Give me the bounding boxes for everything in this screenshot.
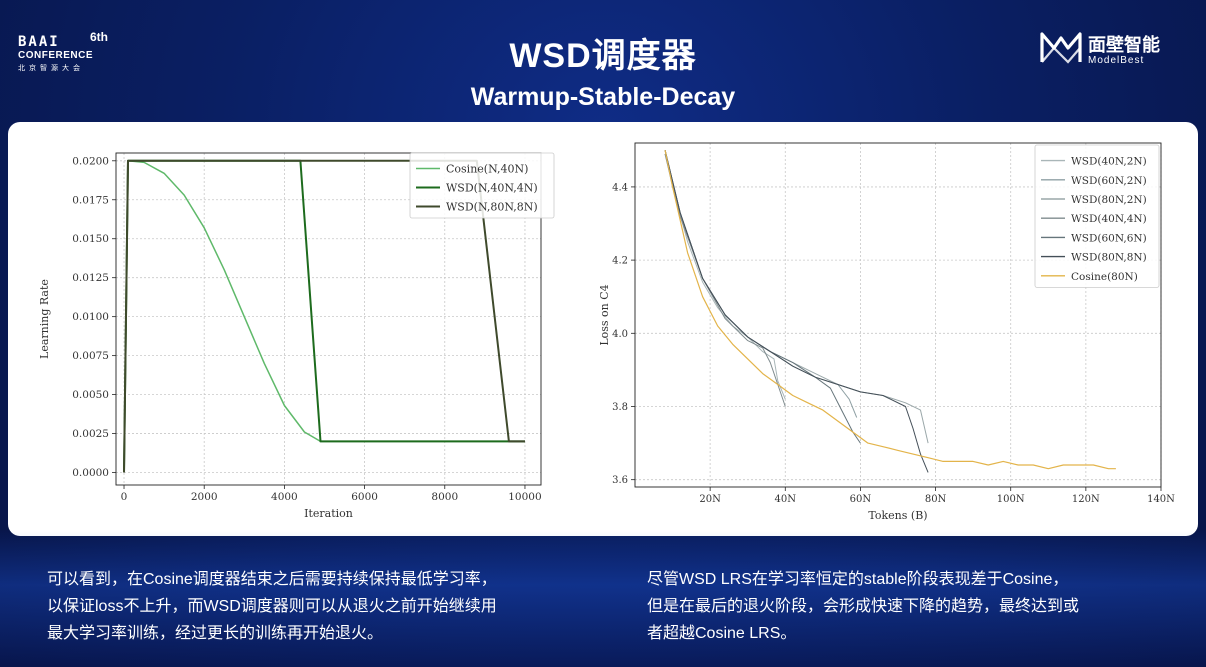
charts-panel: 0 2000 4000 6000 8000 10000 0.0000 0.0025 0.0050… — [8, 122, 1198, 536]
x-tick-label: 4000 — [271, 491, 298, 503]
caption-right-line: 者超越Cosine LRS。 — [647, 625, 797, 642]
y-axis-label: Learning Rate — [38, 279, 51, 359]
x-tick-label: 2000 — [191, 491, 218, 503]
caption-left-line: 可以看到，在Cosine调度器结束之后需要持续保持最低学习率， — [47, 571, 497, 588]
modelbest-logo: 面壁智能 ModelBest — [1040, 27, 1180, 71]
legend-label: WSD(N,80N,8N) — [446, 201, 538, 214]
logo-right-cn: 面壁智能 — [1088, 35, 1160, 55]
x-tick-label: 10000 — [508, 491, 541, 503]
series-line — [123, 160, 525, 473]
y-tick-label: 0.0125 — [72, 272, 109, 284]
series-line — [664, 153, 786, 407]
series-line — [664, 153, 786, 400]
y-axis-label: Loss on C4 — [600, 284, 611, 345]
legend-label: Cosine(80N) — [1071, 271, 1138, 283]
y-tick-label: 4.4 — [612, 182, 628, 193]
legend-label: WSD(40N,4N) — [1071, 213, 1147, 225]
caption-left-line: 最大学习率训练，经过更长的训练再开始退火。 — [47, 625, 384, 642]
legend-label: WSD(60N,2N) — [1071, 175, 1147, 187]
y-tick-label: 0.0000 — [72, 467, 109, 479]
legend-box — [1034, 144, 1160, 288]
caption-right: 尽管WSD LRS在学习率恒定的stable阶段表现差于Cosine， 但是在最… — [647, 566, 1152, 647]
x-axis-label: Tokens (B) — [868, 509, 927, 522]
learning-rate-chart: 0 2000 4000 6000 8000 10000 0.0000 0.0025 0.0050… — [38, 152, 555, 520]
legend-label: WSD(80N,8N) — [1071, 252, 1147, 264]
caption-left: 可以看到，在Cosine调度器结束之后需要持续保持最低学习率， 以保证loss不… — [47, 566, 567, 647]
baai-conference-logo: BAAI 6th CONFERENCE 北京智源大会 — [18, 30, 128, 74]
y-tick-label: 0.0150 — [72, 233, 109, 245]
page-subtitle: Warmup-Stable-Decay — [470, 83, 736, 111]
loss-chart: 20N 40N 60N 80N 100N 120N 140N 3.6 3.8 4.0 4.2 4.4 T… — [600, 142, 1175, 522]
x-tick-label: 6000 — [351, 491, 378, 503]
x-tick-label: 20N — [699, 494, 721, 505]
y-tick-label: 0.0175 — [72, 194, 109, 206]
y-tick-label: 0.0025 — [72, 428, 109, 440]
page-title: WSD调度器 — [509, 37, 697, 75]
logo-left-line1: BAAI — [18, 34, 60, 50]
series-line — [664, 153, 858, 418]
series-line — [664, 150, 1116, 470]
legend-label: WSD(40N,2N) — [1071, 156, 1147, 168]
caption-right-line: 但是在最后的退火阶段，会形成快速下降的趋势，最终达到或 — [647, 598, 1080, 615]
x-tick-label: 0 — [121, 491, 128, 503]
y-tick-label: 0.0200 — [72, 155, 109, 167]
x-tick-label: 60N — [850, 494, 872, 505]
series-line — [664, 150, 929, 473]
y-tick-label: 3.6 — [612, 475, 628, 486]
legend-label: Cosine(N,40N) — [446, 163, 528, 176]
logo-left-line2: CONFERENCE — [18, 50, 94, 61]
x-tick-label: 100N — [997, 494, 1025, 505]
x-tick-label: 40N — [775, 494, 797, 505]
x-tick-label: 120N — [1072, 494, 1100, 505]
series-line — [664, 150, 861, 444]
y-tick-label: 0.0075 — [72, 350, 109, 362]
x-axis-label: Iteration — [304, 507, 353, 520]
series-line — [664, 150, 929, 444]
y-tick-label: 4.2 — [612, 256, 628, 267]
x-tick-label: 140N — [1147, 494, 1175, 505]
plot-frame — [115, 152, 542, 486]
logo-left-line3: 北京智源大会 — [18, 65, 84, 72]
legend-label: WSD(60N,6N) — [1071, 232, 1147, 244]
x-tick-label: 80N — [925, 494, 947, 505]
logo-left-edition: 6th — [90, 30, 108, 44]
y-tick-label: 0.0100 — [72, 311, 109, 323]
caption-right-line: 尽管WSD LRS在学习率恒定的stable阶段表现差于Cosine， — [647, 571, 1069, 588]
y-tick-label: 3.8 — [612, 402, 628, 413]
legend-label: WSD(80N,2N) — [1071, 194, 1147, 206]
x-tick-label: 8000 — [431, 491, 458, 503]
logo-right-en: ModelBest — [1088, 55, 1145, 66]
caption-left-line: 以保证loss不上升，而WSD调度器则可以从退火之前开始继续用 — [47, 598, 497, 615]
y-tick-label: 0.0050 — [72, 389, 109, 401]
y-tick-label: 4.0 — [612, 329, 628, 340]
legend-box — [409, 152, 555, 219]
modelbest-mark-icon — [1040, 32, 1082, 64]
plot-frame — [634, 142, 1162, 488]
bottom-glow — [0, 530, 1206, 667]
legend-label: WSD(N,40N,4N) — [446, 182, 538, 195]
